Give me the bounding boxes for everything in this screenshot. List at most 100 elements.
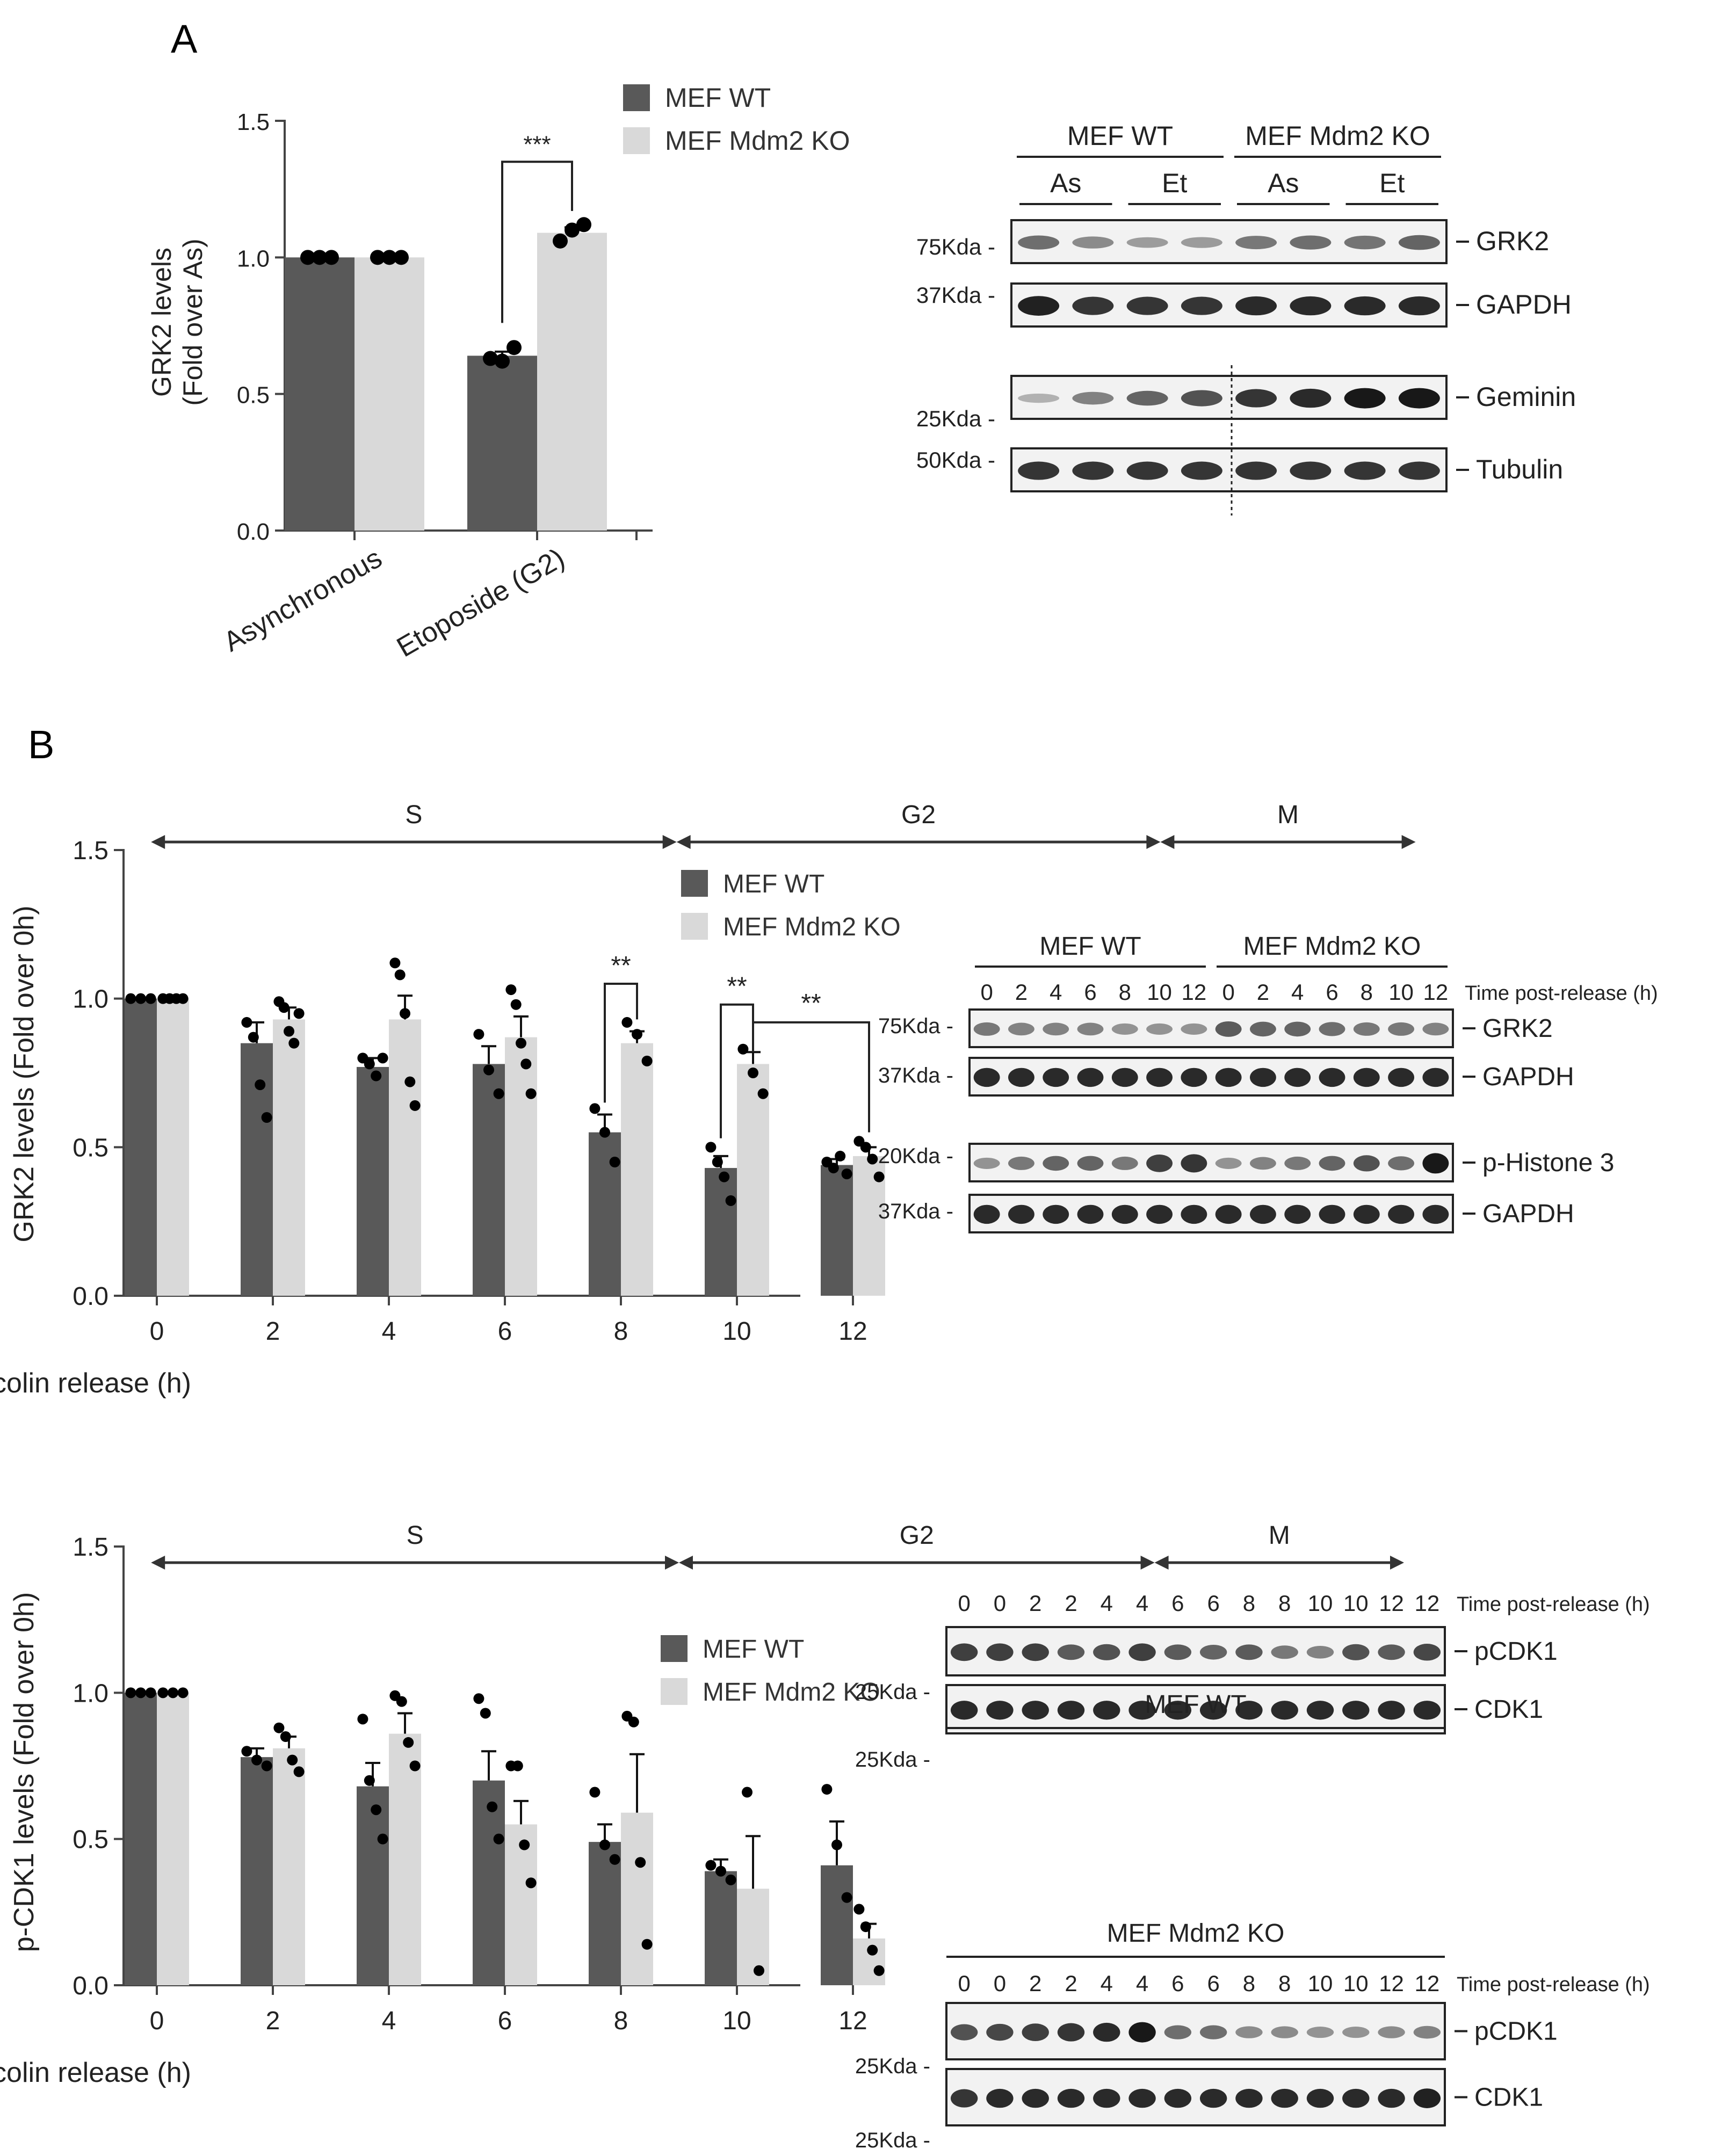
data-point (157, 1687, 169, 1698)
blot-lane-label: 10 (1147, 979, 1172, 1005)
blot-band (1111, 1156, 1138, 1170)
blot-band (950, 2024, 978, 2041)
bar-ko (389, 1019, 421, 1296)
data-point (409, 1760, 421, 1772)
blot-band (1271, 2088, 1298, 2108)
data-point (512, 1760, 523, 1772)
bar-wt (473, 1064, 505, 1296)
blot-band (1072, 296, 1114, 315)
blot-B1: 75Kda - GRK2 37Kda - GAPDH 20Kda - p-Histone … (878, 932, 1658, 1233)
blot-band (1008, 1156, 1034, 1170)
blot-lane-label: 4 (1101, 1591, 1113, 1616)
blot-lane-label: 4 (1101, 1971, 1113, 1996)
bar-wt (467, 355, 537, 531)
data-point (705, 1860, 717, 1871)
blot-condition-label: As (1050, 168, 1081, 198)
blot-band (1319, 1204, 1345, 1224)
data-point (483, 351, 498, 366)
blot-band (1072, 461, 1114, 480)
data-point (480, 1708, 491, 1719)
legend-label: MEF Mdm2 KO (703, 1678, 880, 1707)
significance-label: ** (801, 989, 821, 1018)
blot-band (1378, 2026, 1405, 2038)
blot-band (1022, 1643, 1049, 1661)
blot-lane-label: 2 (1029, 1591, 1041, 1616)
y-tick-label: 0.5 (73, 1134, 108, 1162)
data-point (125, 993, 136, 1004)
data-point (860, 1921, 871, 1933)
blot-band (1111, 1204, 1138, 1224)
legend-swatch-ko (661, 1678, 688, 1705)
blot-band (1290, 461, 1332, 480)
blot-protein-label: GAPDH (1482, 1200, 1574, 1228)
x-tick-label: 2 (266, 2007, 280, 2035)
bar-ko (621, 1812, 653, 1985)
blot-band (986, 2023, 1014, 2041)
blot-band (1077, 1022, 1104, 1036)
phase-arrowhead (1401, 835, 1416, 849)
blot-band (1344, 461, 1386, 480)
data-point (396, 1696, 407, 1707)
blot-protein-label: GAPDH (1482, 1063, 1574, 1091)
legend-swatch-ko (681, 913, 708, 940)
data-point (261, 1760, 272, 1772)
blot-band (1093, 1701, 1120, 1720)
bar-ko (157, 1693, 189, 1985)
blot-band (1378, 1644, 1405, 1660)
blot-strip (968, 1008, 1454, 1048)
data-point (748, 1068, 758, 1078)
data-point (377, 1833, 388, 1845)
blot-lane-label: 12 (1181, 979, 1206, 1005)
blot-lane-label: 12 (1379, 1971, 1404, 1996)
blot-marker: 25Kda - (855, 2129, 930, 2152)
legend-label: MEF WT (665, 83, 771, 113)
chart-B2: 0.00.51.01.50 2 4 6 8 10 12p-CDK1 levels (Fold… (0, 1521, 1404, 2088)
blot-band (1413, 1644, 1441, 1661)
blot-lane-label: 2 (1065, 1971, 1077, 1996)
x-axis-label: Time post-aphicolin release (h) (0, 1368, 191, 1399)
blot-band (1181, 1023, 1207, 1035)
data-point (382, 250, 397, 265)
bar-wt (357, 1066, 389, 1296)
blot-band (1235, 296, 1277, 316)
phase-label: S (405, 801, 422, 829)
data-point (145, 993, 156, 1004)
blot-lane-label: 0 (958, 1591, 970, 1616)
data-point (493, 1833, 504, 1845)
significance-bracket (501, 161, 573, 323)
data-point (505, 984, 517, 996)
blot-band (1235, 2026, 1263, 2038)
blot-lane-label: 6 (1171, 1591, 1184, 1616)
blot-band (1215, 1068, 1242, 1087)
blot-band (1072, 391, 1114, 405)
data-point (835, 1150, 846, 1162)
blot-band (1388, 1068, 1415, 1087)
blot-condition-label: As (1268, 168, 1299, 198)
blot-band (1388, 1022, 1415, 1036)
data-point (400, 1008, 410, 1019)
data-point (300, 250, 315, 265)
blot-lane-label: 6 (1326, 979, 1338, 1005)
phase-arrowhead (1390, 1556, 1404, 1570)
data-point (628, 1716, 639, 1727)
blot-time-label: Time post-release (h) (1457, 1593, 1650, 1616)
blot-band (1181, 1068, 1207, 1087)
blot-band (1378, 2088, 1405, 2108)
blot-band (1235, 236, 1277, 250)
data-point (641, 1055, 653, 1066)
data-point (135, 1687, 146, 1698)
data-point (599, 1127, 610, 1138)
legend-label: MEF Mdm2 KO (723, 913, 901, 941)
y-axis-label: GRK2 levels (Fold over 0h) (9, 905, 40, 1242)
blot-marker: 25Kda - (855, 2055, 930, 2078)
blot-band (1018, 394, 1060, 403)
data-point (364, 1775, 375, 1786)
blot-strip (945, 2002, 1446, 2060)
blot-protein-label: pCDK1 (1474, 1637, 1558, 1666)
blot-lane-label: 8 (1278, 1971, 1291, 1996)
blot-band (1181, 1154, 1207, 1173)
x-tick-label: 4 (382, 2007, 396, 2035)
x-tick-label: 0 (150, 2007, 164, 2035)
blot-band (1022, 2023, 1049, 2042)
